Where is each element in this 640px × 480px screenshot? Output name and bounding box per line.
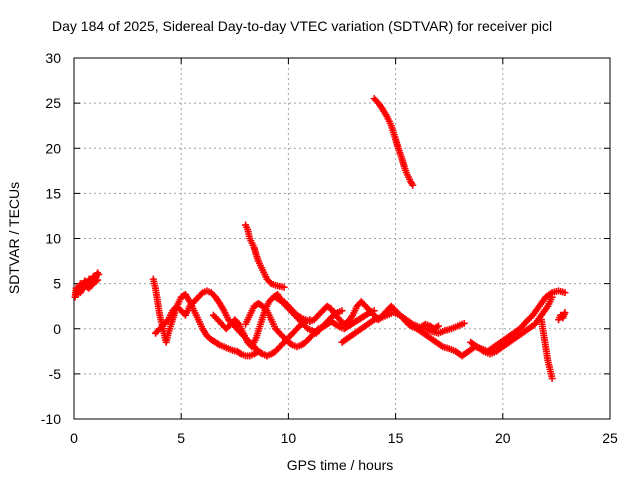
data-point-seg-b: [163, 317, 171, 325]
data-point-seg-hi2: [409, 181, 417, 189]
y-tick-label: 15: [45, 185, 61, 201]
tick-labels: 0 5 10 15 20 25 -10 -5 0 5 10 15 20 25 30: [41, 50, 618, 446]
data-point-seg-e: [274, 295, 282, 303]
y-tick-label: 5: [53, 276, 61, 292]
data-point-seg-e: [434, 322, 442, 330]
x-tick-label: 25: [602, 430, 618, 446]
data-point-seg-a: [214, 340, 222, 348]
y-tick-label: 20: [45, 140, 61, 156]
y-tick-label: 30: [45, 50, 61, 66]
data-point-seg-early-b: [94, 276, 102, 284]
y-tick-label: -10: [41, 411, 61, 427]
data-point-seg-hi1: [280, 283, 288, 291]
data-point-seg-e: [296, 313, 304, 321]
ticks: [73, 57, 611, 420]
x-tick-label: 5: [177, 430, 185, 446]
y-tick-label: -5: [49, 366, 62, 382]
data-points: [71, 95, 569, 382]
y-tick-label: 0: [53, 321, 61, 337]
grid: [74, 58, 610, 419]
data-point-seg-early: [95, 271, 103, 279]
chart-title: Day 184 of 2025, Sidereal Day-to-day VTE…: [52, 18, 552, 34]
data-point-seg-d: [287, 340, 295, 348]
data-point-seg-d: [334, 322, 342, 330]
x-tick-label: 20: [495, 430, 511, 446]
data-point-seg-c: [302, 323, 310, 331]
data-point-seg-c: [338, 307, 346, 315]
data-point-seg-f: [460, 319, 468, 327]
data-point-seg-d: [262, 305, 270, 313]
data-point-seg-d: [313, 326, 321, 334]
data-point-seg-b: [257, 349, 265, 357]
x-tick-label: 0: [70, 430, 78, 446]
data-point-seg-a: [236, 349, 244, 357]
data-point-seg-drop: [548, 374, 556, 382]
data-point-seg-b: [197, 290, 205, 298]
data-point-seg-g: [561, 289, 569, 297]
x-tick-label: 15: [388, 430, 404, 446]
x-axis-label: GPS time / hours: [287, 457, 394, 473]
y-tick-label: 25: [45, 95, 61, 111]
data-point-seg-h: [548, 293, 556, 301]
data-point-seg-early-b: [92, 277, 100, 285]
data-point-seg-late: [561, 309, 569, 317]
x-tick-label: 10: [281, 430, 297, 446]
data-point-seg-hi1: [266, 278, 274, 286]
data-point-seg-c: [234, 319, 242, 327]
y-tick-label: 10: [45, 231, 61, 247]
y-axis-label: SDTVAR / TECUs: [6, 182, 22, 294]
